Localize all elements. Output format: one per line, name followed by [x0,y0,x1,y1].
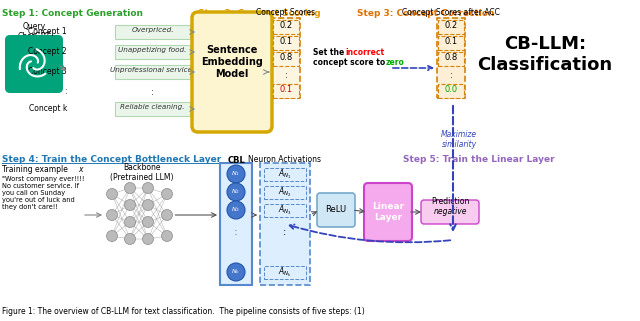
Text: Concept 2: Concept 2 [28,47,67,56]
Circle shape [143,216,154,228]
Circle shape [227,201,245,219]
Text: Query
ChatGPT: Query ChatGPT [17,22,51,41]
Circle shape [161,230,173,241]
Bar [273,52,299,66]
Text: Step 1: Concept Generation: Step 1: Concept Generation [2,9,143,18]
FancyBboxPatch shape [192,12,272,132]
Text: Neuron Activations: Neuron Activations [248,155,321,164]
Bar [264,204,306,216]
FancyBboxPatch shape [317,193,355,227]
Circle shape [106,188,118,199]
Circle shape [125,216,136,228]
Circle shape [227,183,245,201]
Text: :: : [151,88,154,97]
Text: $A_{N_2}$: $A_{N_2}$ [278,185,292,199]
Text: 0.1: 0.1 [280,38,292,47]
Text: 0.0: 0.0 [444,85,458,94]
Text: incorrect: incorrect [345,48,384,57]
FancyBboxPatch shape [421,200,479,224]
Text: 0.8: 0.8 [444,54,458,63]
FancyBboxPatch shape [364,183,412,241]
Circle shape [106,230,118,241]
Text: ReLU: ReLU [325,205,347,214]
Bar [260,163,310,285]
Circle shape [125,233,136,245]
Text: Figure 1: The overview of CB-LLM for text classification.  The pipeline consists: Figure 1: The overview of CB-LLM for tex… [2,307,365,316]
Text: :: : [284,227,287,237]
Bar [264,265,306,279]
Text: x: x [78,165,83,174]
Text: $A_{N_1}$: $A_{N_1}$ [278,167,292,181]
Bar [264,168,306,180]
Text: Unprofessional service.: Unprofessional service. [110,67,195,73]
Text: Overpriced.: Overpriced. [131,27,173,33]
Bar [272,18,300,98]
Text: $N_1$: $N_1$ [232,169,241,178]
Bar [220,163,252,285]
Text: :: : [65,87,67,96]
Text: Unappetizing food.: Unappetizing food. [118,47,187,53]
Text: 0.1: 0.1 [280,85,292,94]
Bar [438,52,464,66]
Bar [115,45,190,59]
Text: Concept k: Concept k [29,104,67,113]
Text: CBL: CBL [227,156,245,165]
Text: 0.8: 0.8 [280,54,292,63]
FancyBboxPatch shape [5,35,63,93]
Text: Concept 1: Concept 1 [28,27,67,36]
Bar [438,84,464,98]
Text: Reliable cleaning.: Reliable cleaning. [120,104,185,110]
Text: Linear
Layer: Linear Layer [372,202,404,222]
Text: Step 3: Concept Correction: Step 3: Concept Correction [357,9,495,18]
Text: Prediction: Prediction [431,197,469,206]
Text: 0.2: 0.2 [444,22,458,30]
Bar [115,25,190,39]
Text: Concept Scores after ACC: Concept Scores after ACC [402,8,500,17]
Bar [273,20,299,34]
Circle shape [143,199,154,211]
Bar [273,84,299,98]
Text: Concept 3: Concept 3 [28,67,67,76]
Circle shape [125,199,136,211]
Text: Step 5: Train the Linear Layer: Step 5: Train the Linear Layer [403,155,555,164]
Text: concept score to: concept score to [313,58,388,67]
Circle shape [125,183,136,194]
Text: $N_3$: $N_3$ [232,205,241,214]
Text: zero: zero [386,58,405,67]
Bar [115,65,190,79]
Text: Training example: Training example [2,165,70,174]
Circle shape [161,188,173,199]
Circle shape [143,183,154,194]
Circle shape [143,233,154,245]
Text: $N_2$: $N_2$ [232,187,241,196]
Bar [438,36,464,50]
Text: negative: negative [433,207,467,216]
Text: $A_{N_k}$: $A_{N_k}$ [278,265,292,279]
Text: CB-LLM:
Classification: CB-LLM: Classification [477,35,612,74]
Circle shape [227,263,245,281]
Text: Maximize
similarity: Maximize similarity [441,130,477,149]
Circle shape [227,165,245,183]
Text: :: : [234,227,238,237]
Bar [438,20,464,34]
Text: Sentence
Embedding
Model: Sentence Embedding Model [201,45,263,79]
Text: 0.1: 0.1 [444,38,458,47]
Text: "Worst company ever!!!!
No customer service. If
you call on Sunday
you're out of: "Worst company ever!!!! No customer serv… [2,176,84,210]
Text: $N_k$: $N_k$ [231,267,241,276]
Text: Step 2: Concept Scoring: Step 2: Concept Scoring [198,9,321,18]
Text: $A_{N_3}$: $A_{N_3}$ [278,203,292,217]
Circle shape [161,210,173,221]
Bar [273,36,299,50]
Circle shape [106,210,118,221]
Bar [437,18,465,98]
Text: Step 4: Train the Concept Bottleneck Layer: Step 4: Train the Concept Bottleneck Lay… [2,155,221,164]
Bar [264,186,306,198]
Bar [115,102,190,116]
Text: :: : [285,71,287,80]
Text: :: : [450,71,452,80]
Text: Set the: Set the [313,48,347,57]
Text: Backbone
(Pretrained LLM): Backbone (Pretrained LLM) [110,163,173,182]
Text: Concept Scores: Concept Scores [257,8,316,17]
Text: 0.2: 0.2 [280,22,292,30]
